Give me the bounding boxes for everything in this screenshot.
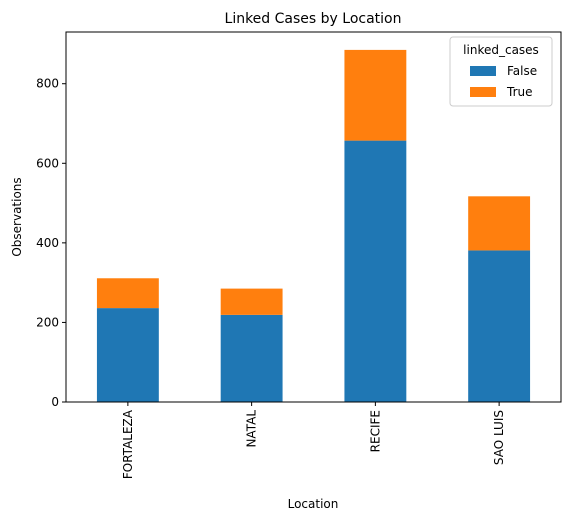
legend-label-false: False xyxy=(507,64,537,78)
axes-frame xyxy=(65,31,562,403)
bar-natal-true xyxy=(220,288,283,315)
x-tick-label: FORTALEZA xyxy=(121,409,135,479)
bar-recife-true xyxy=(344,49,407,141)
y-tick-label: 400 xyxy=(36,236,59,250)
bar-recife-false xyxy=(344,140,407,403)
x-tick-label: NATAL xyxy=(245,410,259,448)
bar-natal-false xyxy=(220,314,283,402)
legend-title: linked_cases xyxy=(463,43,539,57)
bar-sao-luis-true xyxy=(468,196,531,251)
bar-fortaleza-true xyxy=(96,278,159,309)
y-axis-label: Observations xyxy=(10,177,24,256)
legend-swatch-true xyxy=(470,87,496,97)
x-tick-label: SAO LUIS xyxy=(492,410,506,465)
bar-fortaleza-false xyxy=(96,308,159,402)
chart-title: Linked Cases by Location xyxy=(225,11,402,27)
plot-area: 0 200 400 600 800 FORTALEZA NATAL RECIFE SAO LUI… xyxy=(36,31,562,479)
y-tick-label: 0 xyxy=(51,395,59,409)
bar-sao-luis-false xyxy=(468,250,531,402)
y-tick-label: 800 xyxy=(36,77,59,91)
y-tick-label: 600 xyxy=(36,156,59,170)
legend-label-true: True xyxy=(506,85,533,99)
legend-swatch-false xyxy=(470,66,496,76)
x-axis-label: Location xyxy=(288,497,339,511)
legend: linked_cases False True xyxy=(449,36,553,107)
x-tick-label: RECIFE xyxy=(368,410,382,452)
y-tick-label: 200 xyxy=(36,315,59,329)
